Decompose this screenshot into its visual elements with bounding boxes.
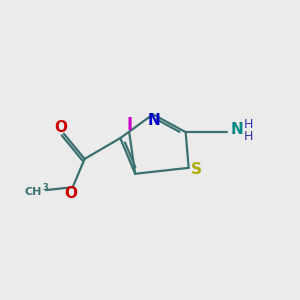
Text: N: N	[230, 122, 243, 137]
Text: I: I	[126, 116, 132, 134]
Text: O: O	[54, 120, 67, 135]
Text: CH: CH	[24, 187, 41, 196]
Text: O: O	[65, 186, 78, 201]
Text: H: H	[244, 118, 253, 131]
Text: H: H	[244, 130, 253, 143]
Text: S: S	[190, 162, 202, 177]
Text: N: N	[148, 113, 161, 128]
Text: 3: 3	[42, 183, 48, 192]
